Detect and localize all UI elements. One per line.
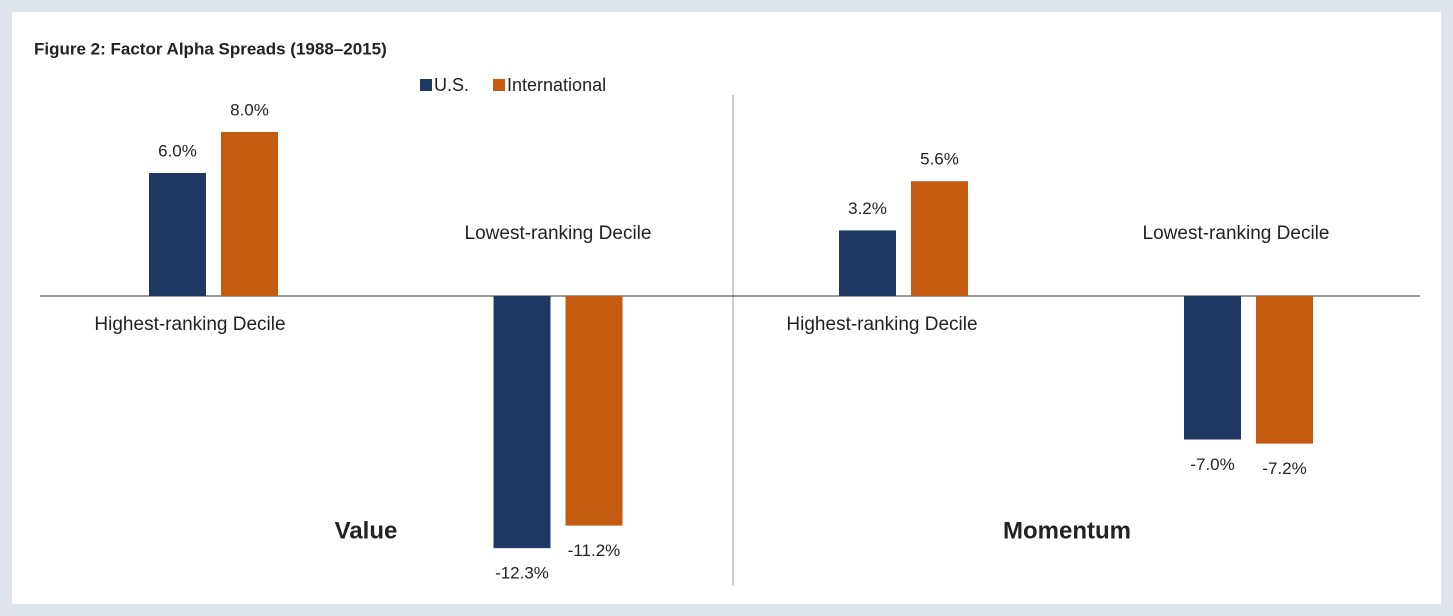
legend-label: International bbox=[507, 75, 606, 95]
category-label: Lowest-ranking Decile bbox=[1142, 223, 1330, 244]
chart-title: Figure 2: Factor Alpha Spreads (1988–201… bbox=[34, 39, 387, 58]
bar bbox=[565, 296, 623, 526]
legend-swatch bbox=[420, 79, 432, 91]
bar bbox=[221, 132, 278, 296]
category-label: Highest-ranking Decile bbox=[786, 314, 978, 335]
category-label: Lowest-ranking Decile bbox=[464, 223, 652, 244]
value-label: -7.0% bbox=[1190, 455, 1234, 474]
value-label: -12.3% bbox=[495, 564, 549, 583]
category-label: Highest-ranking Decile bbox=[94, 314, 286, 335]
value-label: 8.0% bbox=[230, 100, 269, 119]
bar bbox=[1184, 296, 1241, 440]
value-label: -11.2% bbox=[568, 541, 621, 560]
legend-label: U.S. bbox=[434, 75, 469, 95]
panel-label: Value bbox=[335, 517, 398, 544]
value-label: 3.2% bbox=[848, 199, 887, 218]
value-label: -7.2% bbox=[1262, 459, 1306, 478]
legend-swatch bbox=[493, 79, 506, 91]
bar bbox=[1256, 296, 1313, 444]
value-label: 5.6% bbox=[920, 150, 959, 169]
bar bbox=[493, 296, 551, 549]
bar bbox=[911, 181, 968, 296]
bar bbox=[839, 230, 896, 296]
panel-label: Momentum bbox=[1003, 517, 1131, 544]
value-label: 6.0% bbox=[158, 141, 197, 160]
bar bbox=[149, 173, 206, 296]
